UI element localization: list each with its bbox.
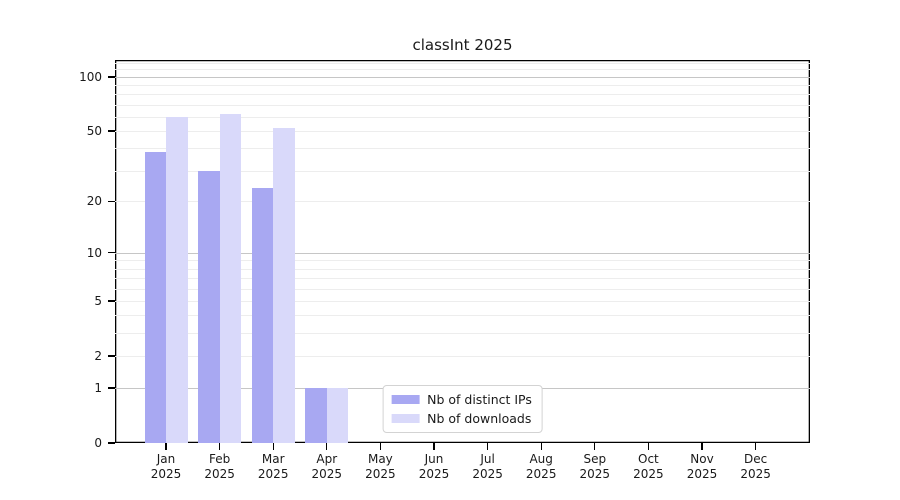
bar-mar-nb-of-distinct-ips [251, 187, 274, 443]
bar-jan-nb-of-downloads [166, 116, 188, 443]
y-tick-mark [108, 76, 115, 78]
x-tick-mark [754, 443, 757, 450]
x-tick-mark [594, 443, 596, 450]
legend-swatch-downloads [391, 414, 420, 423]
plot-area: Nb of distinct IPs Nb of downloads 0 1 2 5 1… [79, 60, 810, 481]
legend-label-downloads: Nb of downloads [427, 411, 532, 426]
chart-title: classInt 2025 [412, 36, 513, 54]
gridline-minor [115, 278, 810, 280]
x-tick-label: Dec 2025 [740, 452, 771, 482]
gridline-minor [115, 85, 810, 87]
gridline-minor [115, 131, 810, 133]
bar-feb-nb-of-downloads [219, 114, 242, 443]
y-tick-mark [108, 300, 115, 302]
x-tick-mark [701, 443, 703, 450]
gridline-minor [115, 333, 810, 335]
gridline-major [115, 252, 810, 254]
bar-mar-nb-of-downloads [273, 128, 295, 443]
legend-item-distinct-ips: Nb of distinct IPs [391, 392, 532, 407]
x-tick-label: May 2025 [365, 452, 396, 482]
gridline-minor [115, 94, 810, 96]
legend: Nb of distinct IPs Nb of downloads [382, 385, 543, 433]
bar-apr-nb-of-downloads [326, 388, 349, 443]
y-tick-label: 0 [94, 436, 102, 450]
gridline-minor [115, 69, 810, 71]
y-tick-mark [108, 130, 115, 132]
gridline-minor [115, 300, 810, 302]
x-tick-mark [433, 443, 435, 450]
gridline-minor [115, 201, 810, 203]
y-tick-mark [108, 252, 115, 254]
x-tick-label: Jun 2025 [418, 452, 450, 482]
y-tick-mark [108, 200, 115, 203]
gridline-minor [115, 104, 810, 106]
legend-swatch-distinct-ips [391, 395, 420, 404]
x-tick-mark [486, 443, 489, 450]
gridline-minor [115, 260, 810, 262]
x-tick-label: Jul 2025 [472, 452, 503, 482]
x-tick-mark [379, 443, 382, 450]
y-tick-mark [108, 442, 115, 444]
y-tick-label: 2 [94, 348, 102, 363]
x-tick-label: Apr 2025 [311, 452, 343, 482]
x-tick-label: Sep 2025 [579, 452, 611, 482]
y-tick-label: 20 [86, 194, 102, 209]
y-tick-label: 10 [86, 245, 102, 260]
gridline-minor [115, 62, 810, 64]
y-tick-label: 100 [79, 69, 102, 84]
y-tick-label: 50 [86, 124, 102, 139]
bar-jan-nb-of-distinct-ips [144, 152, 166, 443]
gridline-minor [115, 355, 810, 357]
x-tick-mark [165, 443, 167, 450]
x-tick-mark [272, 443, 274, 450]
x-tick-mark [218, 443, 221, 450]
gridline-minor [115, 116, 810, 118]
gridline-minor [115, 148, 810, 150]
gridline-minor [115, 268, 810, 270]
x-tick-label: Oct 2025 [633, 452, 664, 482]
x-tick-mark [326, 443, 328, 450]
gridline-minor [115, 170, 810, 172]
x-tick-label: Mar 2025 [257, 452, 289, 482]
x-tick-label: Jan 2025 [150, 452, 182, 482]
y-tick-mark [108, 387, 115, 389]
gridline-minor [115, 315, 810, 317]
legend-item-downloads: Nb of downloads [391, 411, 532, 426]
x-tick-label: Nov 2025 [686, 452, 718, 482]
x-tick-mark [540, 443, 542, 450]
y-tick-mark [108, 355, 115, 357]
x-tick-label: Feb 2025 [204, 452, 235, 482]
bar-feb-nb-of-distinct-ips [198, 170, 220, 443]
y-tick-label: 1 [94, 381, 102, 396]
gridline-major [115, 76, 810, 78]
x-tick-label: Aug 2025 [525, 452, 557, 482]
gridline-minor [115, 288, 810, 290]
legend-label-distinct-ips: Nb of distinct IPs [427, 392, 532, 407]
x-tick-mark [647, 443, 650, 450]
y-tick-label: 5 [94, 293, 102, 308]
bar-apr-nb-of-distinct-ips [305, 388, 327, 443]
